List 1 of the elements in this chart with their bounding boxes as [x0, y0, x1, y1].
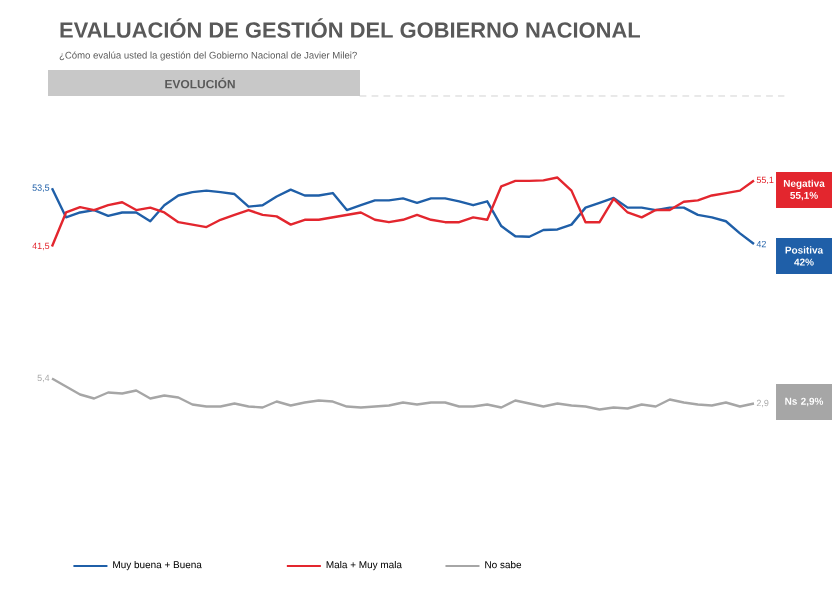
- chart-title: EVALUACIÓN DE GESTIÓN DEL GOBIERNO NACIONAL: [60, 18, 640, 38]
